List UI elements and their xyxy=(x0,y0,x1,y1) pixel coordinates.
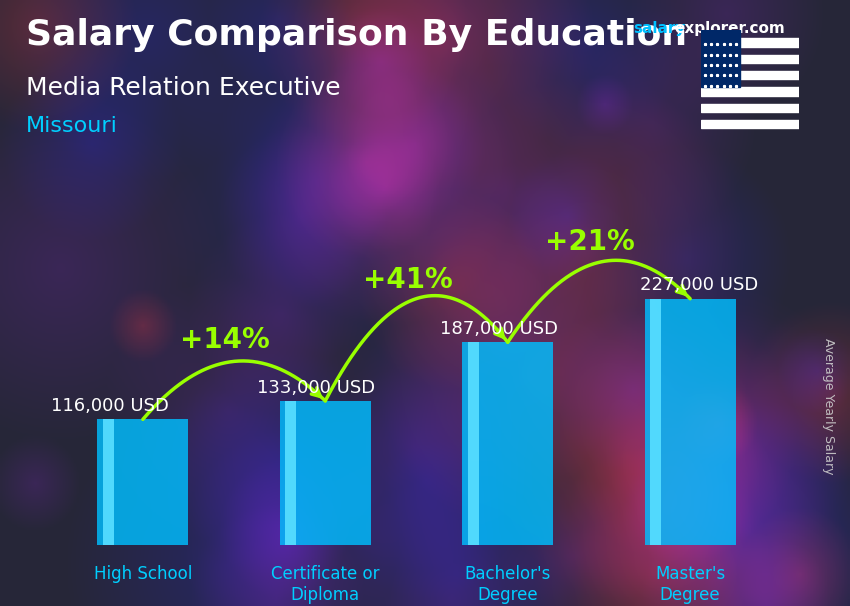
Bar xyxy=(701,30,740,87)
Text: salary: salary xyxy=(633,21,686,36)
Text: High School: High School xyxy=(94,565,192,583)
Bar xyxy=(103,419,114,545)
Text: explorer.com: explorer.com xyxy=(674,21,785,36)
Bar xyxy=(462,342,553,545)
Bar xyxy=(97,419,189,545)
Bar xyxy=(701,104,799,112)
Text: +41%: +41% xyxy=(362,265,452,293)
Text: 133,000 USD: 133,000 USD xyxy=(257,379,375,396)
Bar xyxy=(644,299,736,545)
Text: 227,000 USD: 227,000 USD xyxy=(640,276,758,295)
Bar xyxy=(701,120,799,128)
Bar xyxy=(701,38,799,47)
Text: Master's
Degree: Master's Degree xyxy=(655,565,725,604)
Bar xyxy=(701,55,799,63)
Text: Missouri: Missouri xyxy=(26,116,117,136)
Text: Salary Comparison By Education: Salary Comparison By Education xyxy=(26,18,687,52)
Text: Average Yearly Salary: Average Yearly Salary xyxy=(822,338,836,474)
Bar xyxy=(701,71,799,79)
Text: +21%: +21% xyxy=(545,228,635,256)
Bar xyxy=(280,401,371,545)
Text: Certificate or
Diploma: Certificate or Diploma xyxy=(271,565,380,604)
Bar xyxy=(285,401,296,545)
Bar xyxy=(650,299,661,545)
Text: Bachelor's
Degree: Bachelor's Degree xyxy=(465,565,551,604)
Bar xyxy=(701,87,799,96)
Text: Media Relation Executive: Media Relation Executive xyxy=(26,76,340,100)
Text: +14%: +14% xyxy=(180,326,269,354)
Text: 187,000 USD: 187,000 USD xyxy=(439,320,558,338)
Text: 116,000 USD: 116,000 USD xyxy=(51,397,169,415)
Bar xyxy=(468,342,479,545)
